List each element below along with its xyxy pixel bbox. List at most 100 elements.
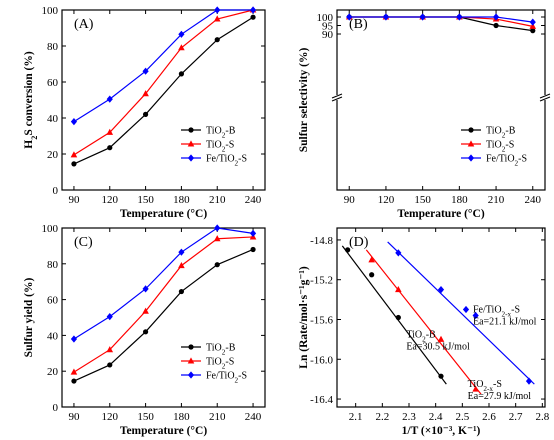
axis-break-mark bbox=[331, 93, 343, 99]
data-point bbox=[472, 385, 479, 392]
data-point bbox=[142, 111, 149, 117]
data-point bbox=[106, 346, 114, 353]
series-line bbox=[73, 9, 254, 156]
x-tick-label: 120 bbox=[102, 411, 119, 423]
series-1 bbox=[71, 246, 256, 384]
legend-entry: Fe/TiO2-S bbox=[181, 371, 247, 385]
data-point bbox=[142, 90, 149, 97]
series-line bbox=[73, 248, 254, 382]
legend-marker bbox=[467, 154, 475, 162]
data-point bbox=[178, 261, 185, 269]
x-tick-label: 240 bbox=[245, 194, 262, 206]
data-point bbox=[250, 246, 256, 253]
legend-marker bbox=[187, 154, 195, 162]
series-1 bbox=[71, 14, 256, 167]
series-1 bbox=[341, 245, 447, 385]
y-axis-title: H2S conversion (%) bbox=[23, 51, 39, 149]
fit-line bbox=[387, 241, 535, 385]
x-tick-label: 150 bbox=[137, 411, 154, 423]
data-point bbox=[214, 6, 221, 14]
data-point bbox=[70, 368, 78, 375]
data-point bbox=[70, 118, 78, 126]
data-point bbox=[529, 18, 536, 26]
x-tick-label: 2.6 bbox=[482, 411, 496, 423]
data-point bbox=[178, 30, 185, 38]
data-point bbox=[106, 95, 113, 103]
legend-entry: Fe/TiO2-S bbox=[461, 154, 527, 168]
legend-entry: TiO2-B bbox=[181, 343, 236, 357]
x-tick-label: 120 bbox=[378, 194, 395, 206]
legend-label: TiO2-S bbox=[206, 357, 234, 371]
data-point bbox=[395, 314, 401, 321]
data-point bbox=[529, 22, 537, 29]
y-tick-label: 40 bbox=[47, 330, 59, 342]
x-tick-label: 2.1 bbox=[349, 411, 363, 423]
data-point bbox=[456, 13, 463, 21]
axis-break-mark bbox=[331, 96, 343, 102]
data-point bbox=[395, 249, 402, 257]
y-tick-label: -14.8 bbox=[310, 235, 333, 247]
x-tick-label: 150 bbox=[414, 194, 431, 206]
data-point bbox=[492, 13, 500, 21]
y-tick-label: 80 bbox=[47, 259, 59, 271]
legend-entry: TiO2-B bbox=[461, 126, 516, 140]
x-tick-label: 2.2 bbox=[375, 411, 389, 423]
annotation-name: Fe/TiO2-x-S bbox=[473, 305, 520, 319]
series-2 bbox=[365, 249, 482, 395]
chart-panel-4: 2.1 2.2 2.3 2.4 2.5 2.6 2.7 2.8 -14.8 -15.2 -15.6 -… bbox=[298, 227, 550, 437]
annotation-ea: Ea=27.9 kJ/mol bbox=[468, 391, 532, 402]
y-tick-label: -15.6 bbox=[310, 314, 333, 326]
legend-marker bbox=[188, 127, 194, 133]
data-point bbox=[419, 13, 426, 21]
annotation-ea: Ea=30.5 kJ/mol bbox=[406, 341, 470, 352]
x-tick-label: 180 bbox=[451, 194, 468, 206]
series-3 bbox=[346, 13, 536, 26]
data-point bbox=[142, 329, 149, 335]
data-point bbox=[369, 272, 375, 278]
plot-frame bbox=[61, 227, 266, 408]
annotation: TiO2-x-SEa=27.9 kJ/mol bbox=[468, 379, 532, 402]
data-point bbox=[346, 13, 353, 21]
data-point bbox=[178, 288, 185, 295]
data-point bbox=[213, 15, 221, 22]
x-tick-label: 2.7 bbox=[509, 411, 523, 423]
y-tick-label: 20 bbox=[47, 366, 59, 378]
series-line bbox=[349, 16, 533, 32]
panel-label: (A) bbox=[74, 17, 94, 32]
x-tick-label: 2.3 bbox=[402, 411, 416, 423]
x-tick-label: 90 bbox=[68, 194, 80, 206]
data-point bbox=[382, 13, 390, 21]
y-tick-label: 100 bbox=[42, 5, 59, 17]
legend-marker bbox=[187, 140, 195, 147]
data-point bbox=[178, 71, 185, 77]
x-tick-label: 210 bbox=[488, 194, 505, 206]
y-tick-label: 80 bbox=[47, 41, 59, 53]
data-point bbox=[178, 44, 185, 51]
axis-break-mark bbox=[539, 93, 551, 99]
x-tick-label: 210 bbox=[209, 194, 226, 206]
series-line bbox=[73, 236, 254, 373]
data-point bbox=[345, 247, 351, 253]
annotation: Fe/TiO2-x-SEa=21.1 kJ/mol bbox=[462, 305, 537, 328]
x-axis-title: Temperature (°C) bbox=[120, 208, 207, 220]
x-tick-label: 90 bbox=[344, 194, 356, 206]
x-tick-label: 90 bbox=[68, 411, 80, 423]
axis-break-gap bbox=[332, 95, 342, 100]
data-point bbox=[142, 285, 149, 293]
legend-label: Fe/TiO2-S bbox=[206, 154, 247, 168]
data-point bbox=[106, 313, 113, 321]
fit-line bbox=[341, 245, 447, 385]
annotation-marker bbox=[462, 305, 470, 314]
y-tick-label: 100 bbox=[317, 12, 334, 24]
x-tick-label: 240 bbox=[245, 411, 262, 423]
annotation-name: TiO2-B bbox=[406, 329, 436, 343]
panel-label: (C) bbox=[74, 235, 93, 250]
legend-label: TiO2-S bbox=[206, 140, 234, 154]
data-point bbox=[368, 256, 375, 263]
legend-entry: TiO2-S bbox=[181, 357, 234, 371]
x-tick-label: 150 bbox=[137, 194, 154, 206]
data-point bbox=[142, 67, 149, 75]
data-point bbox=[107, 362, 113, 368]
data-point bbox=[214, 224, 221, 232]
